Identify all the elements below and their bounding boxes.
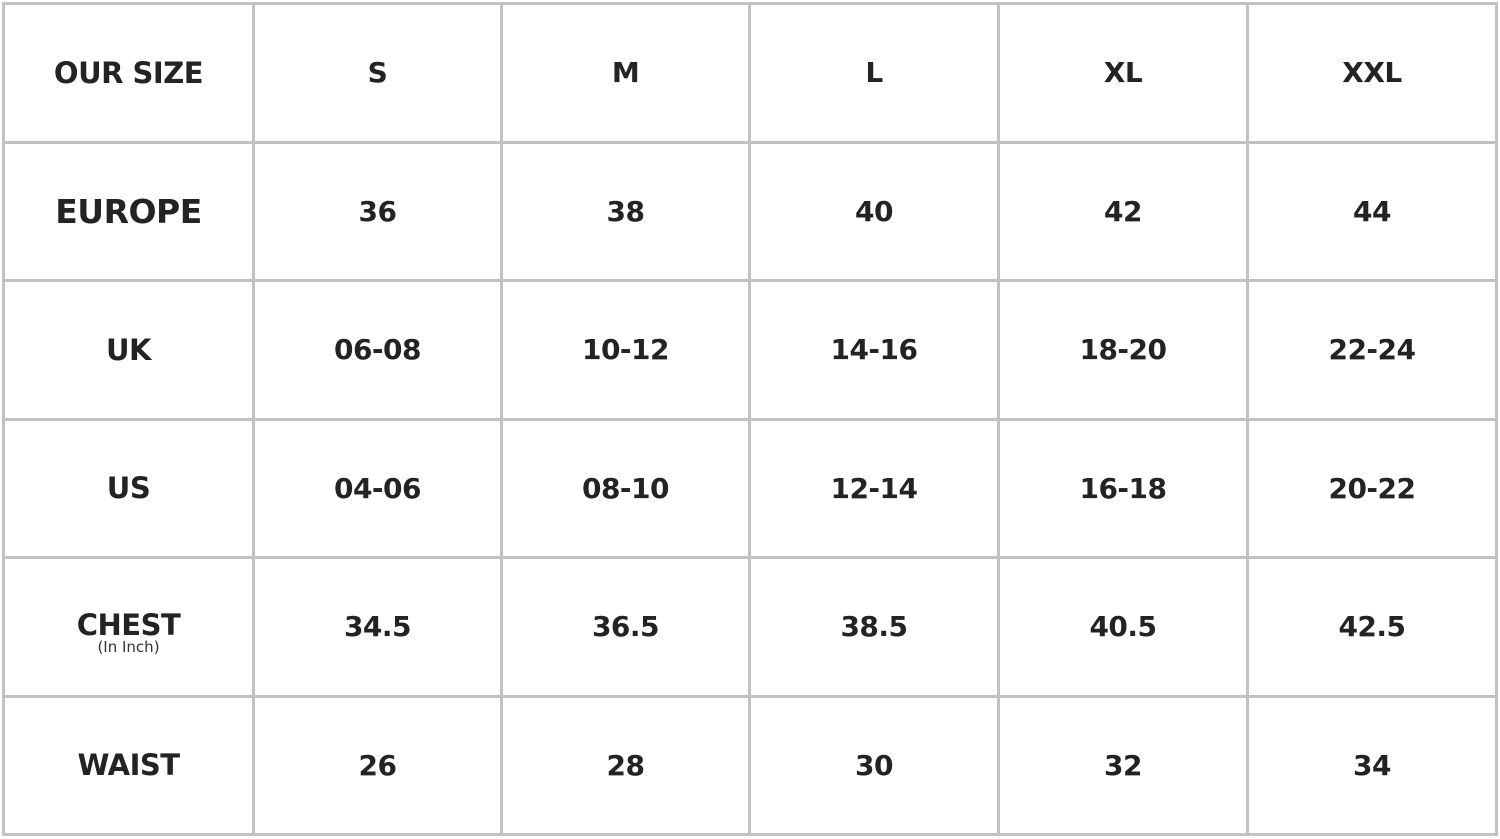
size-header: S <box>252 2 503 144</box>
table-cell: 40.5 <box>997 556 1249 698</box>
size-header: M <box>500 2 751 144</box>
table-cell: 34 <box>1246 694 1498 836</box>
table-cell: 12-14 <box>748 417 1000 559</box>
row-sublabel: (In Inch) <box>97 637 160 656</box>
table-cell: 26 <box>252 694 503 836</box>
row-label: EUROPE <box>2 140 255 282</box>
table-cell: 08-10 <box>500 417 751 559</box>
table-cell: 40 <box>748 140 1000 282</box>
table-row: EUROPE 36 38 40 42 44 <box>2 140 1498 282</box>
table-cell: 28 <box>500 694 751 836</box>
size-header: XXL <box>1246 2 1498 144</box>
row-label: CHEST <box>76 607 181 642</box>
table-cell: 32 <box>997 694 1249 836</box>
table-cell: 22-24 <box>1246 279 1498 421</box>
row-label: UK <box>2 279 255 421</box>
table-cell: 44 <box>1246 140 1498 282</box>
table-cell: 10-12 <box>500 279 751 421</box>
table-row: US 04-06 08-10 12-14 16-18 20-22 <box>2 417 1498 559</box>
table-cell: 06-08 <box>252 279 503 421</box>
header-row: OUR SIZE S M L XL XXL <box>2 2 1498 144</box>
table-row: UK 06-08 10-12 14-16 18-20 22-24 <box>2 279 1498 421</box>
table-cell: 34.5 <box>252 556 503 698</box>
table-cell: 38 <box>500 140 751 282</box>
table-cell: 42 <box>997 140 1249 282</box>
table-cell: 04-06 <box>252 417 503 559</box>
table-cell: 18-20 <box>997 279 1249 421</box>
table-cell: 42.5 <box>1246 556 1498 698</box>
table-cell: 20-22 <box>1246 417 1498 559</box>
table-cell: 14-16 <box>748 279 1000 421</box>
table-cell: 36.5 <box>500 556 751 698</box>
row-label-cell: CHEST (In Inch) <box>2 556 255 698</box>
table-row: CHEST (In Inch) 34.5 36.5 38.5 40.5 42.5 <box>2 556 1498 698</box>
size-header: L <box>748 2 1000 144</box>
row-label: WAIST <box>2 694 255 836</box>
row-label: US <box>2 417 255 559</box>
table-cell: 16-18 <box>997 417 1249 559</box>
size-header: XL <box>997 2 1249 144</box>
table-cell: 38.5 <box>748 556 1000 698</box>
header-label: OUR SIZE <box>2 2 255 144</box>
table-cell: 36 <box>252 140 503 282</box>
table-cell: 30 <box>748 694 1000 836</box>
table-row: WAIST 26 28 30 32 34 <box>2 694 1498 836</box>
